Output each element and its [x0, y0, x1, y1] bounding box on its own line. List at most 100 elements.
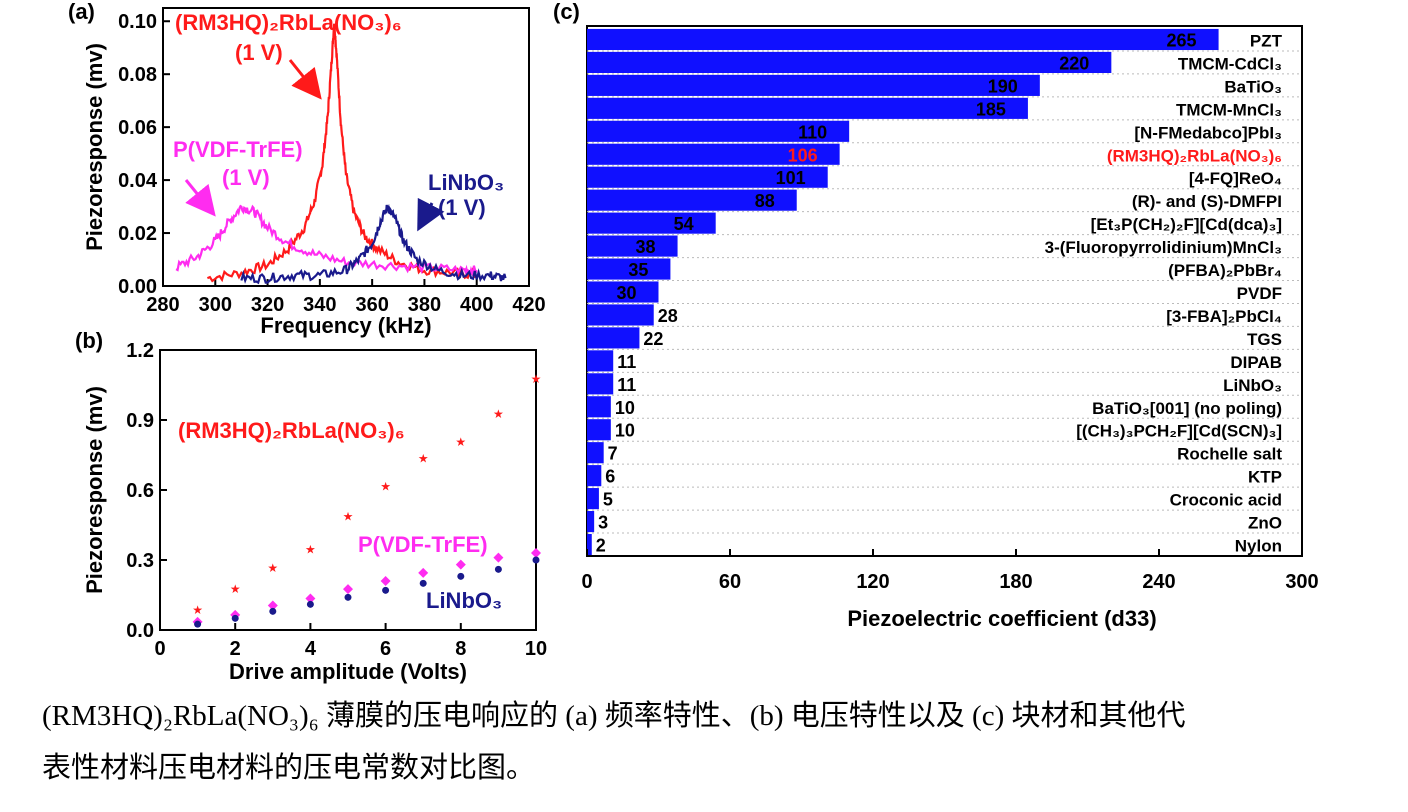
panel-b-circle-point	[269, 607, 277, 615]
panel-c-category-label: DIPAB	[1230, 353, 1282, 372]
panel-b-x-tick-label: 4	[305, 638, 317, 660]
panel-c-x-tick-label: 180	[999, 571, 1032, 593]
panel-b-star-point: ★	[343, 510, 354, 524]
panel-c-category-label: [Et₃P(CH₂)₂F][Cd(dca)₃]	[1091, 215, 1282, 234]
panel-a-series-label-rm3hq: (RM3HQ)₂RbLa(NO₃)₆	[175, 10, 402, 35]
panel-c-bar	[587, 373, 614, 395]
panel-c-bar-value: 88	[755, 191, 775, 211]
panel-c-category-label: TMCM-MnCl₃	[1176, 100, 1282, 119]
panel-b-x-tick-label: 8	[455, 638, 466, 660]
panel-c-category-label: Nylon	[1235, 537, 1282, 556]
panel-c-category-label: (RM3HQ)₂RbLa(NO₃)₆	[1107, 146, 1282, 165]
panel-c-category-label: PZT	[1250, 31, 1283, 50]
panel-c-category-label: Rochelle salt	[1177, 445, 1282, 464]
panel-a: (a) 0.00 0.02 0.04 0.06 0.08 0.10 280 300 320 34…	[68, 0, 546, 338]
panel-b-star-point: ★	[230, 582, 241, 596]
panel-c-bar-value: 101	[776, 168, 806, 188]
panel-a-y-tick-label: 0.08	[118, 64, 157, 86]
panel-c-bar	[587, 350, 614, 372]
panel-b-legend-rm3hq: (RM3HQ)₂RbLa(NO₃)₆	[178, 418, 405, 443]
panel-c-x-tick-label: 300	[1285, 571, 1318, 593]
panel-a-x-tick-label: 380	[408, 294, 441, 316]
panel-a-x-tick-label: 400	[460, 294, 493, 316]
panel-c-bar-value: 7	[608, 444, 618, 464]
panel-b-diamond-point	[531, 548, 541, 558]
panel-c-bar-value: 35	[628, 260, 648, 280]
panel-a-series-label-linbo3: LiNbO₃	[428, 170, 504, 195]
panel-b-x-axis-label: Drive amplitude (Volts)	[229, 659, 467, 684]
panel-c-category-label: [N-FMedabco]PbI₃	[1134, 123, 1282, 142]
panel-c-bar-value: 265	[1167, 30, 1197, 50]
panel-c-category-label: PVDF	[1237, 284, 1282, 303]
panel-c-x-tick-label: 0	[581, 571, 592, 593]
panel-c-bar	[587, 74, 1040, 96]
panel-c-category-label: LiNbO₃	[1223, 376, 1282, 395]
panel-b-label: (b)	[75, 328, 103, 353]
panel-b-y-tick-label: 0.6	[126, 480, 154, 502]
panel-c-bar-value: 30	[616, 283, 636, 303]
panel-c-category-label: Croconic acid	[1170, 491, 1282, 510]
panel-b-diamond-point	[343, 584, 353, 595]
panel-b-y-tick-label: 0.3	[126, 550, 154, 572]
panel-a-frame	[162, 7, 530, 287]
panel-c-bar-value: 38	[636, 237, 656, 257]
panel-a-annotation-linbo3-voltage: (1 V)	[438, 195, 486, 220]
panel-c-bar	[587, 442, 604, 464]
panel-c-bar	[587, 511, 595, 533]
panel-c-bar	[587, 235, 678, 257]
panel-c-category-label: [(CH₃)₃PCH₂F][Cd(SCN)₃]	[1076, 422, 1282, 441]
panel-c-x-tick-label: 240	[1142, 571, 1175, 593]
panel-c-bar	[587, 258, 671, 280]
panel-b-circle-point	[494, 565, 502, 573]
panel-a-line-series-2	[240, 203, 507, 285]
panel-c-bar-value: 11	[617, 352, 636, 372]
panel-c-bar-value: 106	[788, 145, 818, 165]
panel-a-x-tick-label: 320	[251, 294, 284, 316]
panel-b-x-tick-label: 6	[380, 638, 391, 660]
panel-b-x-tick-label: 10	[525, 638, 547, 660]
panel-c-bar	[587, 281, 659, 303]
panel-a-x-ticks: 280 300 320 340 360 380 400 420	[146, 279, 546, 316]
panel-b-circle-point	[419, 579, 427, 587]
panel-b-y-ticks: 0.0 0.3 0.6 0.9 1.2	[126, 340, 167, 642]
panel-b-x-tick-label: 0	[154, 638, 165, 660]
panel-a-x-tick-label: 300	[199, 294, 232, 316]
panel-c-category-label: [3-FBA]₂PbCl₄	[1166, 307, 1282, 326]
panel-b-circle-point	[306, 600, 314, 608]
panel-b-circle-point	[231, 614, 239, 622]
panel-b-star-point: ★	[455, 435, 466, 449]
panel-a-x-tick-label: 280	[146, 294, 179, 316]
panel-c-x-axis-label-text: Piezoelectric coefficient (d33)	[847, 606, 1156, 631]
panel-a-arrow-linbo3	[417, 197, 445, 232]
panel-a-y-tick-label: 0.00	[118, 276, 157, 298]
panel-c-x-tick-label: 60	[719, 571, 741, 593]
panel-c-category-label: (PFBA)₂PbBr₄	[1168, 261, 1282, 280]
panel-b-star-point: ★	[418, 451, 429, 465]
panel-a-x-tick-label: 420	[512, 294, 545, 316]
panel-c-bar-value: 28	[658, 306, 678, 326]
panel-c-bar-value: 5	[603, 490, 613, 510]
panel-a-annotation-pvdf-voltage: (1 V)	[222, 165, 270, 190]
panel-c-bar-value: 2	[596, 536, 606, 556]
panel-a-line-series-1	[175, 204, 478, 279]
panel-a-arrow-rm3hq	[288, 59, 322, 100]
panel-c-category-label: [4-FQ]ReO₄	[1189, 169, 1282, 188]
panel-b-star-point: ★	[305, 542, 316, 556]
panel-b-circle-point	[194, 620, 202, 628]
panel-a-arrow-pvdf	[184, 179, 216, 217]
panel-c-gridlines	[587, 50, 1302, 534]
panel-c-x-ticks: 0 60 120 180 240 300	[581, 549, 1319, 593]
panel-a-y-axis-label: Piezoresponse (mv)	[82, 43, 107, 251]
panel-a-x-tick-label: 360	[355, 294, 388, 316]
panel-c-bar-value: 110	[798, 122, 827, 142]
caption-line-1: (RM3HQ)₂RbLa(NO₃)₆ 薄膜的压电响应的 (a) 频率特性、(b)…	[42, 700, 1186, 732]
panel-b-legend-linbo3: LiNbO₃	[426, 588, 502, 613]
panel-a-series	[175, 23, 507, 285]
panel-b-circle-point	[532, 556, 540, 564]
panel-c-bar	[587, 143, 840, 165]
panel-b-diamond-point	[455, 559, 466, 570]
panel-b-star-point: ★	[380, 479, 391, 493]
panel-c-bar	[587, 396, 611, 418]
